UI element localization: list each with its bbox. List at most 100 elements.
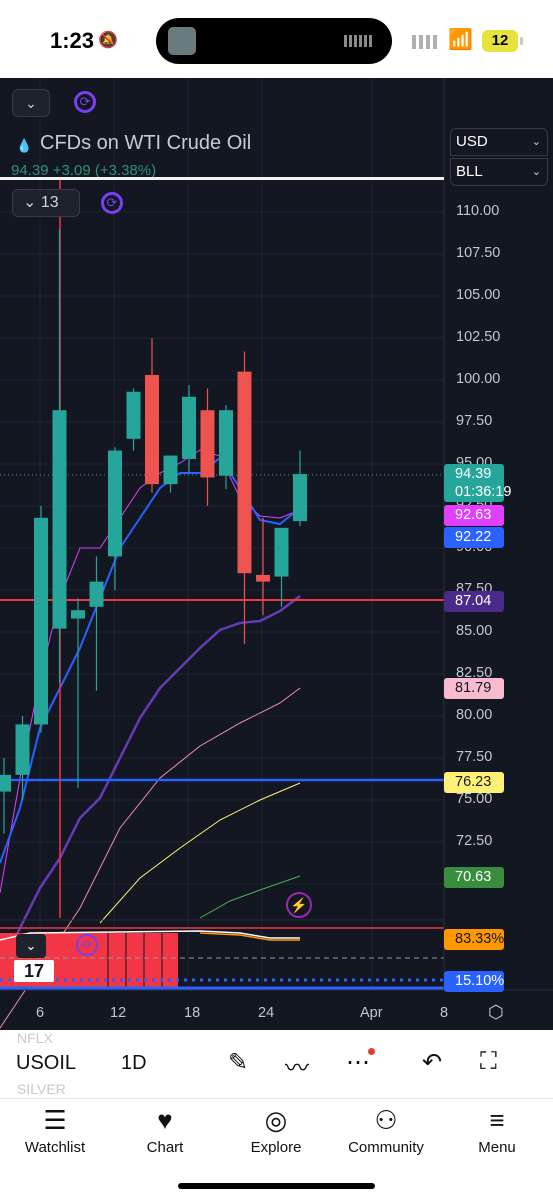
price-badge-countdown: 01:36:19 <box>455 484 512 500</box>
price-badge: 83.33% <box>444 929 504 950</box>
cellular-signal-icon <box>412 35 438 49</box>
price-tick-label: 77.50 <box>456 749 493 765</box>
sync-indicators-icon[interactable]: ⟳ <box>101 192 123 214</box>
price-badge: 92.22 <box>444 527 504 548</box>
time-tick-label: 6 <box>36 1005 45 1021</box>
candle-body[interactable] <box>0 774 11 792</box>
candle-body[interactable] <box>108 450 122 557</box>
battery-tip <box>520 37 523 45</box>
sync-icon[interactable]: ⟳ <box>74 91 96 113</box>
compass-icon: ◎ <box>264 1105 288 1135</box>
lightning-icon[interactable]: ⚡ <box>286 892 312 918</box>
unit-value: BLL <box>456 163 483 180</box>
candle-body[interactable] <box>182 396 196 459</box>
tab-label: Community <box>348 1139 424 1156</box>
more-options-icon[interactable]: ⋯ <box>346 1049 370 1076</box>
timeframe-selector[interactable]: 1D <box>121 1052 147 1074</box>
status-bar: 1:23 🔕 📶 12 <box>0 0 553 78</box>
ma-purple-line <box>0 595 301 969</box>
price-badge-value: 87.04 <box>455 593 492 609</box>
menu-icon: ≡ <box>489 1105 505 1135</box>
price-badge: 76.23 <box>444 772 504 793</box>
price-badge-value: 81.79 <box>455 680 492 696</box>
toolbar-divider <box>0 1098 553 1099</box>
price-badge-value: 94.39 <box>455 466 492 482</box>
undo-icon[interactable]: ↶ <box>422 1049 443 1076</box>
wifi-icon: 📶 <box>448 29 473 51</box>
candle-body[interactable] <box>71 610 85 619</box>
time-tick-label: Apr <box>360 1005 383 1021</box>
time-tick-label: 18 <box>184 1005 201 1021</box>
battery-indicator: 12 <box>482 30 518 52</box>
price-badge: 81.79 <box>444 678 504 699</box>
candle-body[interactable] <box>34 517 48 725</box>
candle-body[interactable] <box>126 391 141 439</box>
price-tick-label: 102.50 <box>456 329 501 345</box>
price-badge: 87.04 <box>444 591 504 612</box>
chart-settings-icon[interactable]: ⬡ <box>488 1002 504 1022</box>
dynamic-island[interactable] <box>156 18 392 64</box>
ma-green-line <box>199 875 301 919</box>
candle-body[interactable] <box>89 581 104 607</box>
indicator-sync-icon[interactable]: ⟳ <box>76 934 98 956</box>
collapse-legend-button[interactable]: ⌄ <box>12 89 50 117</box>
home-indicator[interactable] <box>178 1183 375 1189</box>
time-tick-label: 12 <box>110 1005 127 1021</box>
indicators-icon[interactable]: 〰 <box>285 1055 309 1082</box>
indicators-toggle-button[interactable]: ⌄ 13 <box>12 189 80 217</box>
chart-icon: ♥ <box>157 1105 173 1135</box>
time-tick-label: 8 <box>440 1005 449 1021</box>
price-badge: 94.39 01:36:19 <box>444 464 512 502</box>
price-badge-value: 15.10% <box>455 973 505 989</box>
price-tick-label: 85.00 <box>456 623 493 639</box>
symbol-selector[interactable]: USOIL <box>16 1052 77 1074</box>
tab-label: Chart <box>146 1139 184 1156</box>
tab-community[interactable]: ⚇ Community <box>331 1099 441 1169</box>
price-change-quote: 94.39 +3.09 (+3.38%) <box>11 162 157 179</box>
tab-bar: ☰ Watchlist ♥ Chart ◎ Explore ⚇ Communit… <box>0 1099 553 1200</box>
candle-body[interactable] <box>237 371 252 574</box>
watchlist-icon: ☰ <box>43 1105 67 1135</box>
chevron-down-icon: ⌄ <box>531 136 541 148</box>
tab-menu[interactable]: ≡ Menu <box>442 1099 552 1169</box>
candle-body[interactable] <box>52 410 67 629</box>
indicator-collapse-button[interactable]: ⌄ <box>16 934 46 958</box>
chart-area[interactable]: ⌄ ⟳ 💧 CFDs on WTI Crude Oil 94.39 +3.09 … <box>0 78 553 1030</box>
price-badge: 15.10% <box>444 971 504 992</box>
price-chart-svg[interactable] <box>0 78 553 1030</box>
price-tick-label: 97.50 <box>456 413 493 429</box>
tab-watchlist[interactable]: ☰ Watchlist <box>0 1099 110 1169</box>
price-tick-label: 107.50 <box>456 245 501 261</box>
price-badge-value: 92.22 <box>455 529 492 545</box>
drawing-pen-icon[interactable]: ✎ <box>228 1049 249 1076</box>
price-tick-label: 82.50 <box>456 665 493 681</box>
candle-body[interactable] <box>219 410 233 476</box>
candle-body[interactable] <box>163 455 178 485</box>
candle-body[interactable] <box>256 574 270 582</box>
price-badge: 92.63 <box>444 505 504 526</box>
price-tick-label: 75.00 <box>456 791 493 807</box>
candle-body[interactable] <box>15 724 30 775</box>
candle-body[interactable] <box>200 410 215 478</box>
currency-select[interactable]: USD ⌄ <box>450 128 548 156</box>
indicator-orange-line <box>199 932 300 941</box>
price-tick-label: 72.50 <box>456 833 493 849</box>
fullscreen-icon[interactable]: ⛶ <box>480 1048 497 1075</box>
price-badge-value: 76.23 <box>455 774 492 790</box>
tab-label: Menu <box>478 1139 516 1156</box>
previous-symbol-ghost: NFLX <box>17 1030 53 1046</box>
price-tick-label: 80.00 <box>456 707 493 723</box>
chart-toolbar: NFLX USOIL SILVER 1D ✎ 〰 ⋯ ↶ ⛶ <box>0 1030 553 1098</box>
tab-explore[interactable]: ◎ Explore <box>221 1099 331 1169</box>
community-icon: ⚇ <box>374 1105 398 1135</box>
candles-group <box>0 228 307 834</box>
next-symbol-ghost: SILVER <box>17 1081 66 1097</box>
price-tick-label: 100.00 <box>456 371 501 387</box>
candle-body[interactable] <box>293 474 307 522</box>
candle-body[interactable] <box>145 374 159 485</box>
tab-chart[interactable]: ♥ Chart <box>110 1099 220 1169</box>
time-tick-label: 24 <box>258 1005 275 1021</box>
candle-body[interactable] <box>274 527 289 577</box>
symbol-title[interactable]: CFDs on WTI Crude Oil <box>40 132 252 154</box>
unit-select[interactable]: BLL ⌄ <box>450 158 548 186</box>
